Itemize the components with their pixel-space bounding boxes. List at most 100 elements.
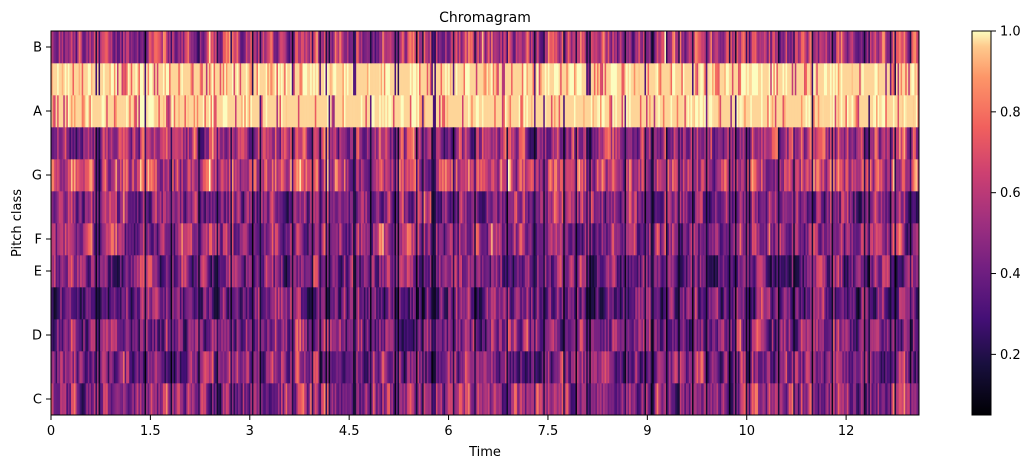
heatmap-cell — [109, 351, 112, 384]
heatmap-cell — [877, 383, 880, 416]
heatmap-cell — [443, 287, 446, 320]
heatmap-cell — [98, 255, 101, 288]
heatmap-cell — [610, 383, 613, 416]
heatmap-cell — [299, 255, 302, 288]
heatmap-cell — [231, 287, 234, 320]
heatmap-cell — [89, 159, 92, 192]
heatmap-cell — [143, 319, 145, 352]
heatmap-cell — [521, 159, 524, 192]
heatmap-cell — [161, 351, 164, 384]
heatmap-cell — [616, 191, 619, 224]
heatmap-cell — [302, 255, 305, 288]
heatmap-cell — [575, 383, 578, 416]
heatmap-cell — [130, 159, 133, 192]
heatmap-cell — [271, 159, 274, 192]
heatmap-cell — [902, 319, 904, 352]
heatmap-cell — [670, 351, 673, 384]
heatmap-cell — [836, 223, 839, 256]
heatmap-cell — [98, 159, 101, 192]
heatmap-cell — [81, 287, 84, 320]
heatmap-cell — [294, 287, 297, 320]
heatmap-cell — [172, 319, 174, 352]
heatmap-cell — [350, 159, 352, 192]
heatmap-cell — [276, 287, 279, 320]
heatmap-cell — [817, 223, 820, 256]
heatmap-cell — [124, 159, 127, 192]
heatmap-cell — [67, 255, 70, 288]
heatmap-cell — [779, 287, 782, 320]
heatmap-cell — [514, 255, 516, 288]
heatmap-cell — [351, 223, 354, 256]
heatmap-cell — [764, 287, 766, 320]
heatmap-cell — [113, 287, 116, 320]
heatmap-cell — [354, 159, 357, 192]
heatmap-cell — [587, 191, 590, 224]
heatmap-cell — [293, 287, 296, 320]
heatmap-cell — [765, 351, 768, 384]
heatmap-cell — [172, 255, 174, 288]
heatmap-cell — [642, 287, 645, 320]
heatmap-cell — [337, 223, 340, 256]
heatmap-cell — [644, 319, 647, 352]
heatmap-cell — [222, 223, 225, 256]
heatmap-cell — [314, 159, 317, 192]
heatmap-cell — [704, 255, 707, 288]
heatmap-cell — [693, 287, 696, 320]
heatmap-cell — [784, 159, 786, 192]
heatmap-cell — [440, 351, 443, 384]
heatmap-cell — [866, 287, 869, 320]
heatmap-cell — [468, 191, 470, 224]
heatmap-cell — [733, 383, 736, 416]
heatmap-cell — [577, 351, 579, 384]
heatmap-cell — [95, 127, 98, 160]
heatmap-cell — [147, 223, 150, 256]
heatmap-cell — [647, 255, 650, 288]
heatmap-cell — [468, 127, 470, 160]
heatmap-cell — [917, 191, 920, 224]
heatmap-cell — [624, 255, 627, 288]
heatmap-cell — [199, 383, 202, 416]
heatmap-cell — [655, 159, 658, 192]
heatmap-cell — [586, 191, 589, 224]
heatmap-cell — [506, 287, 509, 320]
heatmap-cell — [768, 319, 771, 352]
heatmap-cell — [857, 191, 860, 224]
heatmap-cell — [296, 127, 299, 160]
heatmap-cell — [184, 191, 187, 224]
heatmap-cell — [409, 287, 412, 320]
heatmap-cell — [290, 127, 293, 160]
heatmap-cell — [831, 159, 834, 192]
heatmap-cell — [93, 255, 96, 288]
heatmap-cell — [121, 351, 124, 384]
heatmap-cell — [577, 223, 579, 256]
heatmap-cell — [136, 127, 139, 160]
heatmap-cell — [383, 319, 386, 352]
heatmap-cell — [537, 127, 539, 160]
heatmap-cell — [366, 127, 369, 160]
heatmap-cell — [610, 255, 613, 288]
heatmap-cell — [669, 287, 671, 320]
heatmap-cell — [820, 191, 823, 224]
heatmap-cell — [212, 287, 214, 320]
heatmap-cell — [218, 287, 220, 320]
heatmap-cell — [831, 223, 834, 256]
heatmap-cell — [845, 223, 848, 256]
heatmap-cell — [761, 287, 763, 320]
heatmap-cell — [340, 159, 343, 192]
heatmap-cell — [198, 319, 201, 352]
heatmap-cell — [650, 127, 653, 160]
heatmap-cell — [906, 319, 909, 352]
heatmap-cell — [135, 127, 138, 160]
heatmap-cell — [279, 319, 282, 352]
heatmap-cell — [281, 255, 283, 288]
heatmap-cell — [736, 191, 739, 224]
heatmap-cell — [316, 159, 319, 192]
heatmap-cell — [305, 127, 308, 160]
heatmap-cell — [534, 255, 536, 288]
heatmap-cell — [291, 319, 294, 352]
heatmap-cell — [261, 191, 263, 224]
heatmap-cell — [874, 255, 877, 288]
heatmap-cell — [406, 319, 409, 352]
heatmap-cell — [857, 319, 860, 352]
heatmap-cell — [72, 255, 75, 288]
